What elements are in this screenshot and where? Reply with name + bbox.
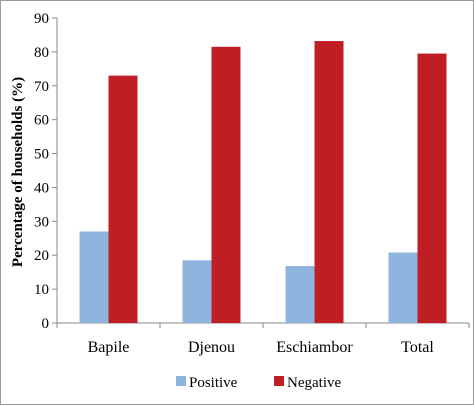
legend-swatch-negative <box>274 376 284 386</box>
category-label: Djenou <box>188 339 235 356</box>
y-tick-label: 10 <box>34 282 49 298</box>
bar-positive-total <box>388 252 418 323</box>
y-tick-label: 50 <box>34 147 49 163</box>
bar-positive-eschiambor <box>285 266 315 323</box>
bar-negative-total <box>417 53 447 323</box>
y-tick-label: 90 <box>34 11 49 27</box>
y-tick-label: 30 <box>34 214 49 230</box>
legend-swatch-positive <box>176 376 186 386</box>
y-tick-label: 70 <box>34 79 49 95</box>
y-ticks: 0 10 20 30 40 50 60 70 80 90 <box>34 11 57 332</box>
y-tick-label: 60 <box>34 113 49 129</box>
bar-negative-djenou <box>211 46 241 324</box>
y-tick-label: 0 <box>42 316 50 332</box>
legend: Positive Negative <box>176 375 341 391</box>
legend-label-positive: Positive <box>189 375 238 391</box>
legend-label-negative: Negative <box>287 375 341 391</box>
category-label: Bapile <box>88 339 130 356</box>
category-labels: Bapile Djenou Eschiambor Total <box>88 339 435 356</box>
category-label: Eschiambor <box>276 339 353 356</box>
y-tick-label: 80 <box>34 45 49 61</box>
bar-positive-bapile <box>79 231 109 323</box>
bars <box>79 41 447 324</box>
bar-positive-djenou <box>182 260 212 323</box>
bar-negative-eschiambor <box>314 41 344 324</box>
category-label: Total <box>401 339 434 356</box>
y-axis-label: Percentage of households (%) <box>10 77 26 267</box>
y-tick-label: 20 <box>34 248 49 264</box>
y-tick-label: 40 <box>34 180 49 196</box>
bar-negative-bapile <box>108 75 138 323</box>
